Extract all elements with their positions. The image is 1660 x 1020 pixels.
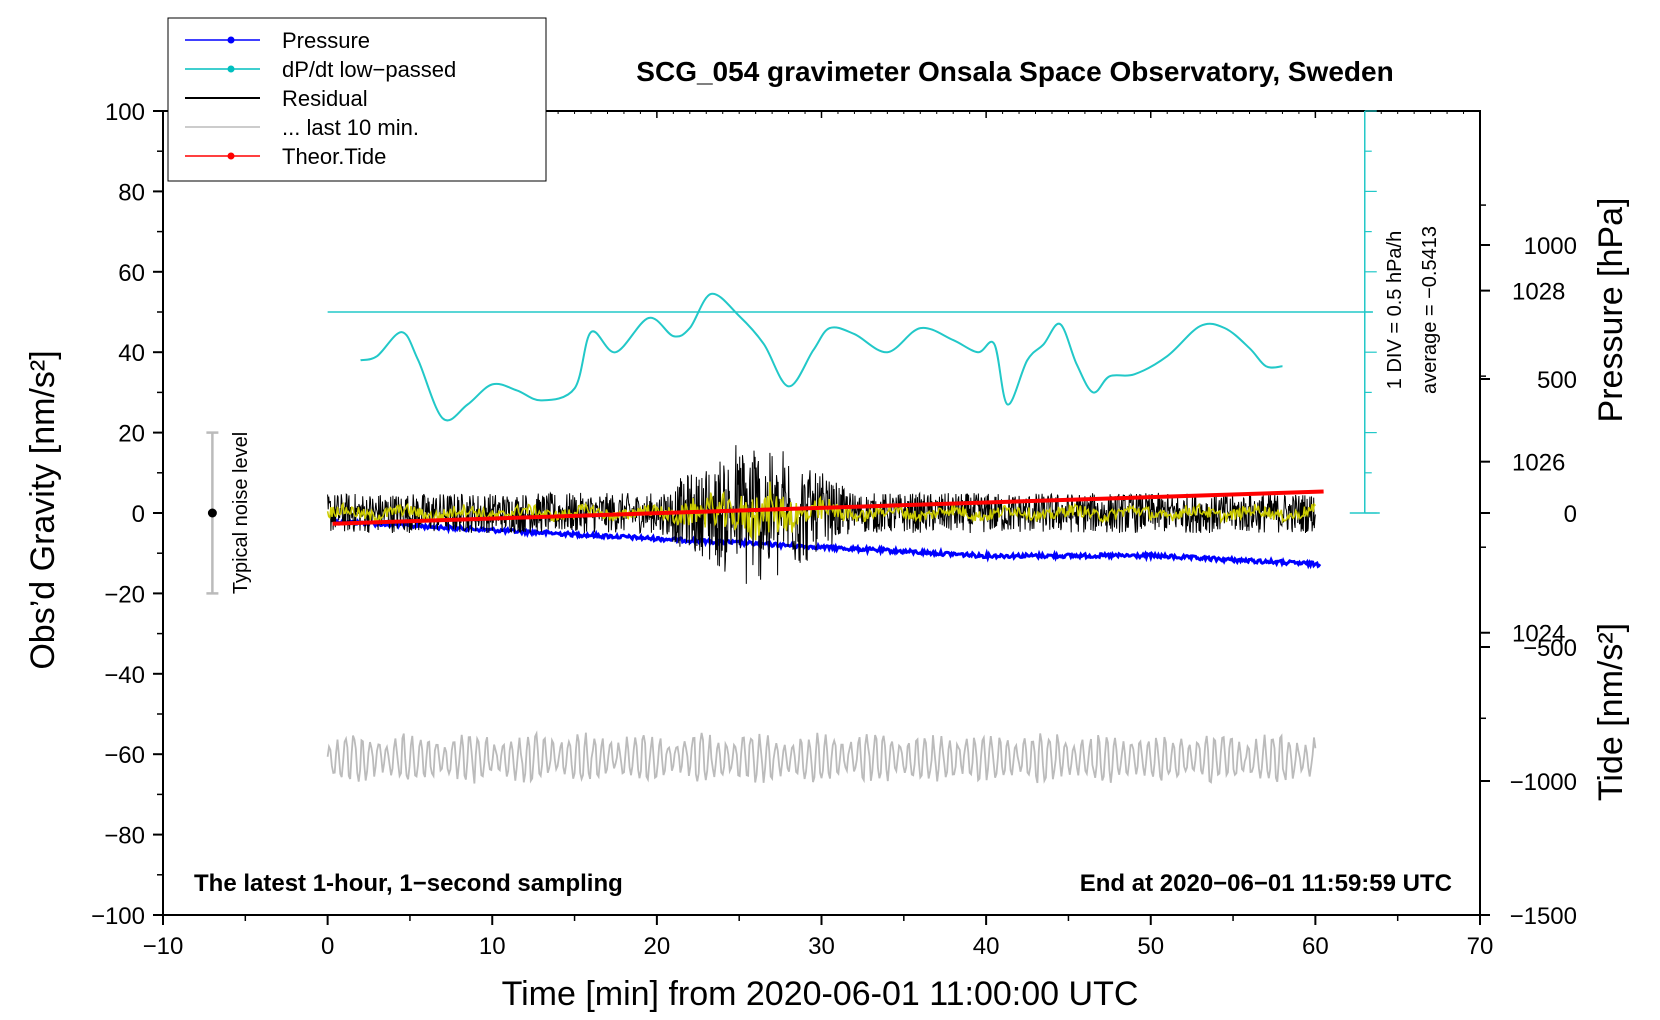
y-axis-label-left: Obs’d Gravity [nm/s²] [24, 350, 62, 669]
legend-label: Residual [282, 86, 368, 111]
y-axis-label-tide: Tide [nm/s²] [1592, 623, 1630, 801]
x-tick-label: 70 [1467, 933, 1494, 960]
y-tick-label: −60 [104, 742, 145, 769]
y-axis-label-pressure: Pressure [hPa] [1592, 198, 1630, 423]
legend-label: Pressure [282, 28, 370, 53]
tide-tick-label: −500 [1523, 635, 1577, 662]
last-10-min-line [326, 730, 1317, 784]
series-layer [326, 292, 1324, 784]
legend-label: ... last 10 min. [282, 115, 419, 140]
x-tick-label: 30 [808, 933, 835, 960]
bottom-right-note: End at 2020−06−01 11:59:59 UTC [1080, 870, 1452, 897]
x-tick-label: −10 [143, 933, 184, 960]
y-tick-label: 80 [118, 179, 145, 206]
x-tick-label: 0 [321, 933, 334, 960]
dpdt-line [360, 292, 1283, 422]
y-tick-label: 20 [118, 421, 145, 448]
pressure-line [334, 517, 1322, 570]
x-tick-label: 40 [973, 933, 1000, 960]
x-tick-label: 20 [644, 933, 671, 960]
dpdt-average-label: average = −0.5413 [1419, 226, 1441, 394]
y-tick-label: −20 [104, 581, 145, 608]
chart-title: SCG_054 gravimeter Onsala Space Observat… [636, 56, 1393, 87]
y-tick-label: 40 [118, 340, 145, 367]
x-tick-label: 50 [1137, 933, 1164, 960]
pressure-tick-label: 1028 [1512, 279, 1565, 306]
tide-tick-label: −1500 [1510, 903, 1577, 930]
x-tick-label: 60 [1302, 933, 1329, 960]
legend: Pressure dP/dt low−passed Residual ... last… [167, 17, 547, 182]
pressure-tick-label: 1024 [1512, 621, 1565, 648]
tide-tick-label: 500 [1537, 367, 1577, 394]
y-tick-label: −40 [104, 662, 145, 689]
legend-label: Theor.Tide [282, 144, 386, 169]
tide-line [332, 489, 1324, 526]
dpdt-reference [206, 110, 1380, 595]
noise-level-label: Typical noise level [230, 432, 252, 594]
y-tick-label: 100 [105, 99, 145, 126]
legend-label: dP/dt low−passed [282, 57, 456, 82]
tide-tick-label: −1000 [1510, 769, 1577, 796]
x-axis-label: Time [min] from 2020-06-01 11:00:00 UTC [502, 975, 1139, 1013]
axis-ticks: −10 0 10 20 30 40 50 60 70−100−80−60−40−20020406… [91, 99, 1577, 960]
pressure-tick-label: 1026 [1512, 450, 1565, 477]
y-tick-label: −100 [91, 903, 145, 930]
y-tick-label: −80 [104, 823, 145, 850]
legend-marker [227, 65, 235, 73]
bottom-left-note: The latest 1-hour, 1−second sampling [194, 870, 623, 897]
residual-line [327, 445, 1316, 584]
legend-marker [227, 36, 235, 44]
tide-tick-label: 1000 [1524, 233, 1577, 260]
y-tick-label: 0 [132, 501, 145, 528]
residual-smoothed-line [326, 481, 1316, 541]
tide-tick-label: 0 [1564, 501, 1577, 528]
y-tick-label: 60 [118, 260, 145, 287]
legend-marker [227, 152, 235, 160]
dpdt-scale-label: 1 DIV = 0.5 hPa/h [1384, 231, 1406, 389]
x-tick-label: 10 [479, 933, 506, 960]
noise-bar-center [207, 508, 217, 518]
